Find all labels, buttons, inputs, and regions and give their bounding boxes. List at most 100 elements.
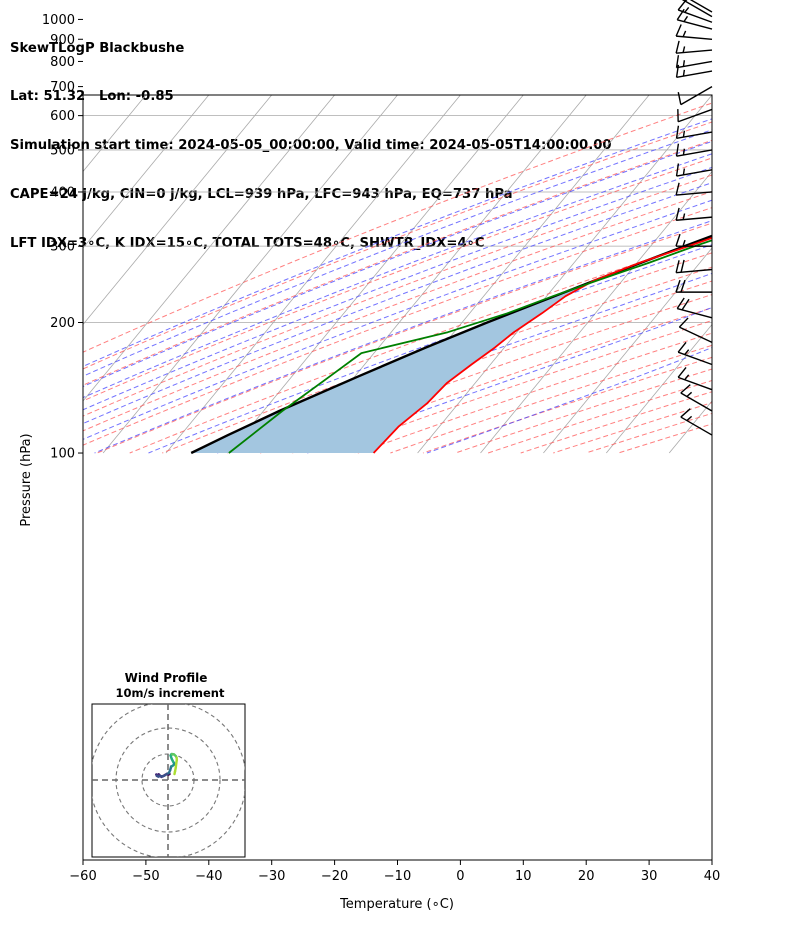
dry-adiabat [194, 266, 712, 454]
x-tick-label: −50 [132, 869, 159, 884]
wind-barb [675, 55, 713, 69]
dry-adiabat [455, 368, 712, 454]
barb-half-flag [682, 60, 686, 67]
wind-barb [675, 143, 713, 157]
y-tick-label: 800 [50, 55, 75, 70]
wind-barb [680, 408, 713, 436]
wind-barb [689, 0, 713, 13]
barb-flag [680, 384, 691, 394]
barb-flag [678, 317, 689, 328]
barb-flag [675, 24, 682, 37]
barb-flag [675, 279, 681, 293]
isotherm [102, 95, 399, 454]
barb-staff [676, 169, 713, 177]
dry-adiabat [487, 379, 712, 454]
dry-adiabat [83, 121, 712, 370]
isotherm [228, 95, 524, 454]
barb-half-flag [683, 15, 689, 22]
barb-flag [677, 341, 687, 353]
dry-adiabat [83, 191, 712, 432]
x-tick-label: 10 [515, 869, 532, 884]
moist-adiabat [94, 220, 712, 454]
barb-half-flag [682, 130, 686, 138]
barb-half-flag [684, 349, 690, 356]
moist-adiabat [83, 118, 712, 367]
moist-adiabat [83, 129, 712, 377]
barb-flag [675, 163, 680, 177]
lat-lon-line: Lat: 51.32 Lon: -0.85 [10, 89, 174, 105]
barb-flag [680, 408, 691, 418]
isotherm [83, 95, 273, 326]
barb-half-flag [686, 391, 693, 398]
dry-adiabat [162, 252, 712, 454]
barb-staff [677, 9, 713, 23]
barb-flag [677, 0, 687, 11]
dry-adiabat [83, 102, 712, 353]
barb-flag [675, 207, 680, 221]
barb-staff [680, 85, 713, 106]
y-tick-label: 500 [50, 143, 75, 158]
isotherm [83, 95, 84, 96]
cape-area [191, 235, 712, 453]
barb-flag [675, 233, 681, 247]
barb-half-flag [682, 239, 686, 247]
isotherm [480, 170, 712, 454]
isotherm [417, 95, 712, 454]
barb-staff [677, 376, 713, 391]
barb-staff [676, 70, 713, 79]
wind-barb [680, 384, 713, 412]
wind-barb [676, 8, 713, 30]
dry-adiabat [129, 237, 712, 454]
barb-staff [676, 35, 713, 40]
y-tick-label: 600 [50, 109, 75, 124]
wind-barb [675, 259, 713, 274]
barb-flag [676, 297, 685, 309]
barb-staff [676, 131, 713, 139]
barb-staff [677, 19, 713, 30]
cape-area-layer [191, 235, 712, 453]
x-tick-label: 0 [456, 869, 464, 884]
moist-adiabat [148, 244, 712, 454]
barb-staff [679, 326, 713, 343]
wind-barb [678, 317, 713, 343]
wind-barb [677, 367, 713, 391]
barb-half-flag [682, 46, 686, 53]
dry-adiabat [227, 280, 712, 454]
hodograph-subtitle: 10m/s increment [116, 686, 225, 700]
wind-barb [675, 279, 712, 293]
y-tick-label: 100 [50, 447, 75, 462]
profile-lines [190, 234, 712, 455]
background-lines [83, 95, 712, 454]
dry-adiabat [83, 157, 712, 402]
wind-barb [675, 125, 713, 139]
barb-flag [675, 125, 680, 139]
barb-half-flag [684, 374, 690, 381]
y-tick-label: 900 [50, 33, 75, 48]
y-tick-label: 400 [50, 185, 75, 200]
barb-staff [676, 49, 713, 54]
barb-staff [677, 108, 713, 123]
barb-staff [676, 216, 713, 221]
x-tick-label: −60 [69, 869, 96, 884]
wind-barb [676, 297, 713, 319]
wind-barb [675, 163, 713, 177]
wind-barb [677, 341, 713, 366]
wind-barb [677, 85, 713, 106]
hodograph-segment [173, 770, 177, 776]
barb-staff [689, 0, 713, 13]
isotherm [83, 95, 147, 173]
y-tick-label: 700 [50, 80, 75, 95]
isotherm [165, 95, 461, 454]
barb-flag [680, 279, 686, 293]
barb-half-flag [686, 415, 693, 422]
y-tick-label: 300 [50, 240, 75, 255]
dry-adiabat [97, 222, 712, 454]
wind-barb [677, 0, 713, 23]
barb-half-flag [684, 6, 690, 13]
x-tick-label: 20 [578, 869, 595, 884]
barb-flag [680, 259, 685, 273]
x-tick-label: 30 [641, 869, 658, 884]
barb-staff [676, 268, 713, 274]
barb-half-flag [682, 168, 686, 175]
